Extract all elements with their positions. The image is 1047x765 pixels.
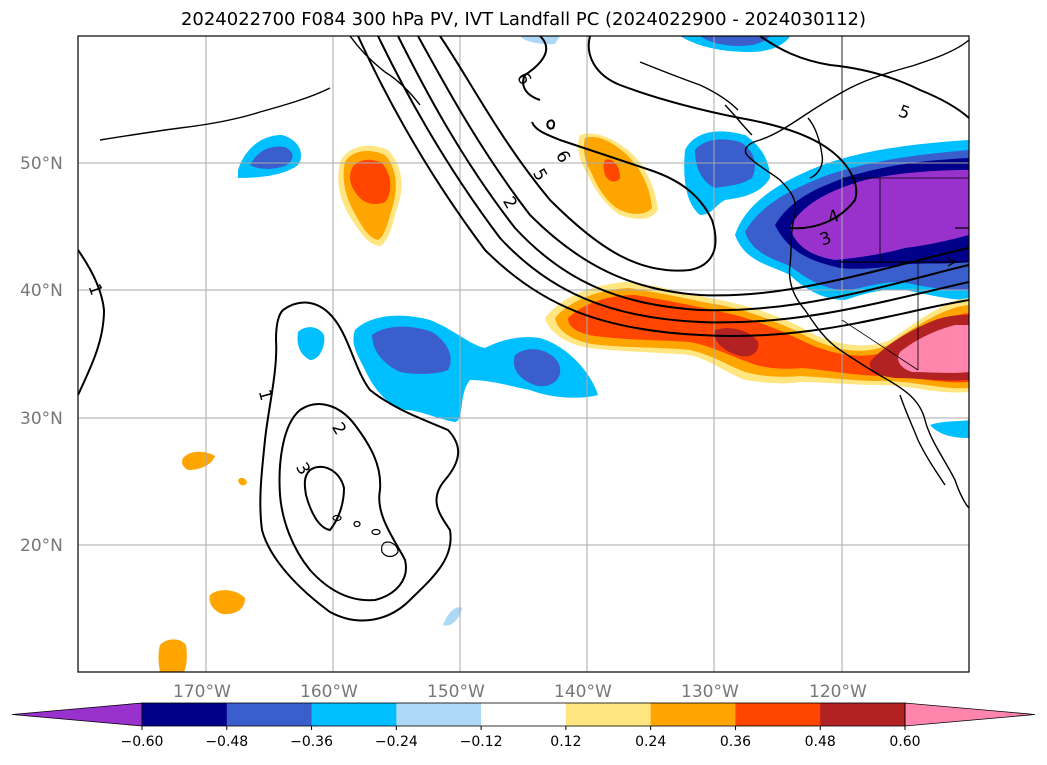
- colorbar-tick-label: 0.12: [550, 734, 581, 750]
- colorbar-bin: [735, 703, 821, 726]
- colorbar-bin: [311, 703, 397, 726]
- neg-anomaly-region-small3: [930, 420, 969, 438]
- lon-tick-label: 140°W: [554, 682, 612, 702]
- neg-anomaly-region-nw-core: [790, 170, 969, 260]
- pos-anomaly-region-s4: [238, 477, 247, 486]
- neg-anomaly-region-small2: [443, 607, 462, 626]
- colorbar-tick-label: 0.36: [720, 734, 751, 750]
- colorbar-bin: [396, 703, 482, 726]
- colorbar-tick-label: −0.24: [375, 734, 418, 750]
- colorbar-bin: [481, 703, 567, 726]
- pos-anomaly-region-west-inner: [350, 159, 391, 204]
- pos-anomaly-region-main-inner: [568, 295, 969, 383]
- colorbar-extend-min: [11, 702, 143, 727]
- colorbar: −0.60 −0.48 −0.36 −0.24 −0.12 0.12 0.24 0.36 0.4…: [11, 702, 1036, 750]
- contour-label: 5: [528, 165, 551, 184]
- colorbar-tick-label: 0.60: [889, 734, 920, 750]
- colorbar-tick-label: −0.60: [121, 734, 164, 750]
- contour-label: 3: [291, 459, 314, 478]
- plot-frame: [77, 35, 970, 673]
- lat-tick-label: 30°N: [20, 409, 63, 429]
- neg-anomaly-region-small1: [297, 327, 325, 360]
- colorbar-bin: [565, 703, 652, 726]
- colorbar-bin: [820, 703, 906, 726]
- neg-anomaly-region-bc-inner: [695, 139, 755, 188]
- filled-contours: [158, 36, 969, 672]
- neg-anomaly-region-subtropics-inner: [372, 326, 451, 375]
- lat-tick-label: 40°N: [20, 281, 63, 301]
- contour-label: 1: [254, 387, 276, 403]
- neg-anomaly-region-subtropics-inner2: [513, 349, 561, 387]
- pos-anomaly-region-s2: [209, 590, 245, 615]
- pos-anomaly-region-s3: [158, 639, 187, 672]
- lon-tick-label: 120°W: [809, 682, 867, 702]
- colorbar-tick-label: 0.24: [635, 734, 666, 750]
- lon-tick-labels: 170°W 160°W 150°W 140°W 130°W 120°W: [173, 682, 867, 702]
- pos-anomaly-region-sw-max: [898, 325, 969, 373]
- hawaiian-islands: [332, 514, 399, 558]
- colorbar-bin: [226, 703, 313, 726]
- lon-tick-label: 150°W: [427, 682, 485, 702]
- colorbar-extend-max: [904, 702, 1036, 727]
- pv-contours: [78, 36, 969, 622]
- colorbar-tick-label: −0.12: [460, 734, 503, 750]
- pos-anomaly-region-gulf-inner: [603, 159, 620, 182]
- lat-tick-label: 50°N: [20, 154, 63, 174]
- colorbar-frame: [141, 702, 906, 727]
- lon-tick-label: 130°W: [681, 682, 739, 702]
- ivt-arrows: [840, 227, 969, 267]
- colorbar-bin: [650, 703, 736, 726]
- contour-label: 5: [896, 101, 913, 123]
- lon-tick-label: 170°W: [173, 682, 231, 702]
- lat-tick-label: 20°N: [20, 536, 63, 556]
- contour-label: 1: [84, 281, 106, 298]
- lat-tick-labels: 20°N 30°N 40°N 50°N: [20, 154, 63, 556]
- lon-tick-label: 160°W: [300, 682, 358, 702]
- pos-anomaly-region-s1: [182, 451, 215, 470]
- gridlines: [78, 36, 969, 672]
- contour-label: 6: [551, 147, 574, 166]
- neg-anomaly-region-top: [520, 36, 560, 45]
- neg-anomaly-region-top3: [700, 36, 770, 46]
- colorbar-tick-label: 0.48: [805, 734, 836, 750]
- coastlines: [99, 36, 969, 509]
- chart-title: 2024022700 F084 300 hPa PV, IVT Landfall…: [180, 9, 867, 30]
- contour-label: 2: [327, 419, 350, 438]
- colorbar-tick-label: −0.36: [290, 734, 333, 750]
- colorbar-bin: [142, 703, 228, 726]
- colorbar-tick-label: −0.48: [205, 734, 248, 750]
